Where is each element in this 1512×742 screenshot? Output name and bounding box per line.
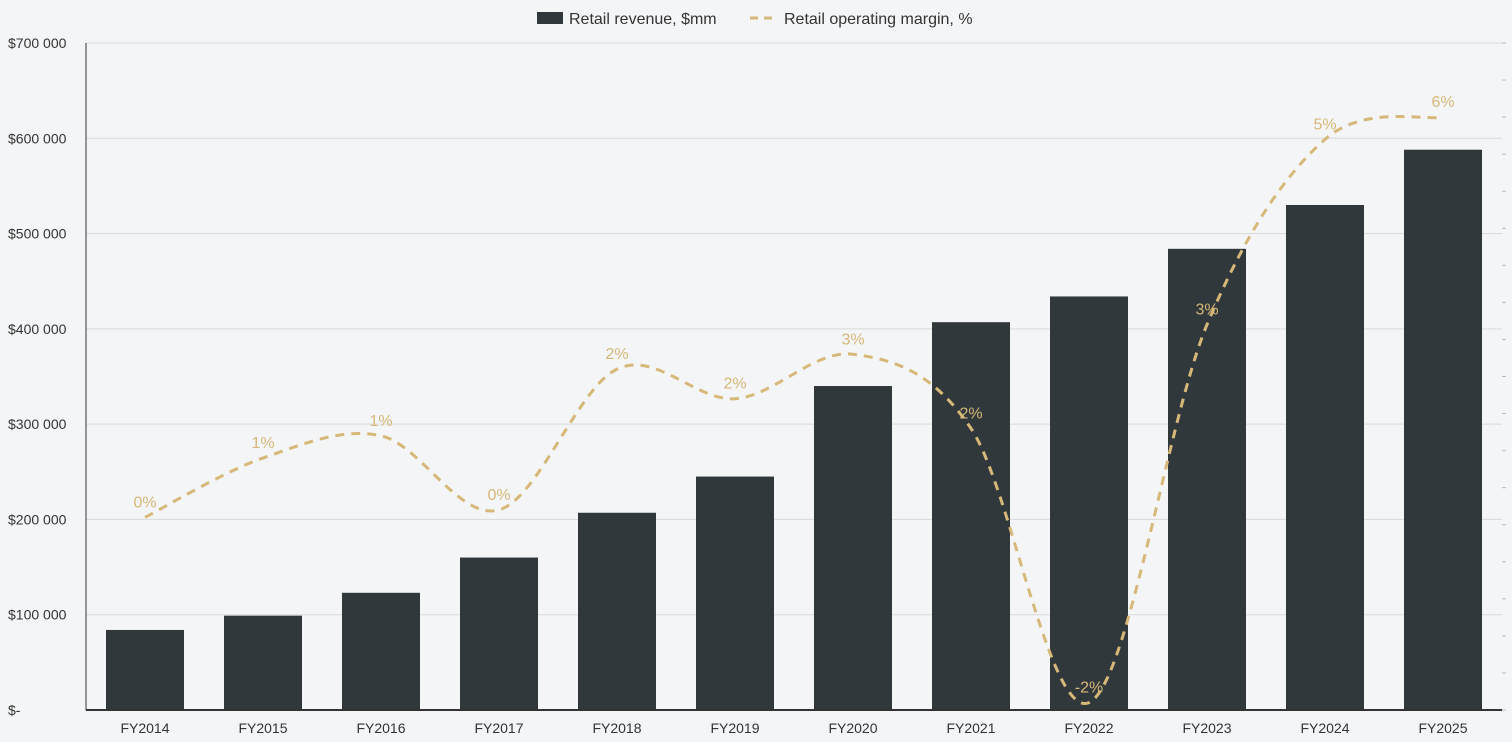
margin-line (144, 115, 1444, 705)
x-tick-label: FY2017 (474, 720, 523, 736)
revenue-bar-fy2019 (696, 476, 774, 710)
revenue-bar-fy2018 (578, 512, 656, 710)
x-tick-label: FY2018 (592, 720, 641, 736)
x-axis-labels: FY2014 FY2015 FY2016 FY2017 FY2018 FY2019 FY20… (120, 720, 1467, 736)
y-tick-label: $- (8, 702, 21, 718)
y-tick-label: $100 000 (8, 607, 67, 623)
margin-series-line (144, 115, 1444, 705)
margin-label-fy2025: 6% (1431, 94, 1454, 111)
margin-label-fy2014: 0% (133, 494, 156, 511)
revenue-bar-fy2020 (814, 386, 892, 710)
margin-label-fy2018: 2% (605, 346, 628, 363)
margin-label-fy2023: 3% (1195, 302, 1218, 319)
x-tick-label: FY2016 (356, 720, 405, 736)
axes (85, 42, 1506, 711)
x-tick-label: FY2025 (1418, 720, 1467, 736)
revenue-bar-fy2021 (932, 322, 1010, 710)
legend-revenue-label: Retail revenue, $mm (569, 11, 717, 28)
revenue-bar-fy2015 (224, 615, 302, 710)
margin-label-fy2019: 2% (723, 376, 746, 393)
legend-margin-label: Retail operating margin, % (784, 11, 973, 28)
margin-label-fy2016: 1% (369, 413, 392, 430)
margin-label-fy2015: 1% (251, 435, 274, 452)
margin-label-fy2020: 3% (841, 331, 864, 348)
y-tick-label: $200 000 (8, 511, 67, 527)
legend-revenue-swatch (537, 12, 563, 24)
y-tick-label: $400 000 (8, 321, 67, 337)
margin-label-fy2017: 0% (487, 487, 510, 504)
x-tick-label: FY2020 (828, 720, 877, 736)
y-axis-labels: $- $100 000 $200 000 $300 000 $400 000 $500 0… (8, 35, 67, 718)
margin-label-fy2021: 2% (959, 405, 982, 422)
gridlines (86, 42, 1502, 616)
margin-label-fy2024: 5% (1313, 116, 1336, 133)
x-tick-label: FY2022 (1064, 720, 1113, 736)
y-tick-label: $600 000 (8, 130, 67, 146)
revenue-bars (106, 149, 1482, 711)
y-tick-label: $500 000 (8, 226, 67, 242)
margin-data-labels: 0% 1% 1% 0% 2% 2% 3% 2% -2% 3% 5% 6% (133, 94, 1454, 696)
margin-label-fy2022: -2% (1075, 680, 1103, 697)
revenue-bar-fy2016 (342, 592, 420, 710)
x-tick-label: FY2023 (1182, 720, 1231, 736)
legend: Retail revenue, $mm Retail operating mar… (537, 11, 973, 28)
x-tick-label: FY2015 (238, 720, 287, 736)
revenue-bar-fy2024 (1286, 204, 1364, 710)
revenue-bar-fy2025 (1404, 149, 1482, 711)
revenue-bar-fy2014 (106, 629, 184, 710)
x-tick-label: FY2021 (946, 720, 995, 736)
x-tick-label: FY2014 (120, 720, 169, 736)
y-tick-label: $300 000 (8, 416, 67, 432)
x-tick-label: FY2019 (710, 720, 759, 736)
revenue-bar-fy2022 (1050, 296, 1128, 710)
revenue-bar-fy2017 (460, 557, 538, 710)
x-tick-label: FY2024 (1300, 720, 1349, 736)
y-tick-label: $700 000 (8, 35, 67, 51)
